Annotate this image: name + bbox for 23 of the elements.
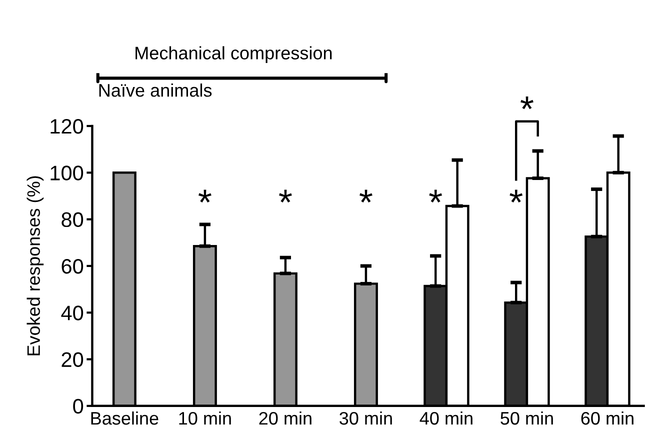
x-tick-label: 40 min <box>420 411 472 425</box>
annotation: * <box>198 190 212 202</box>
annotation: * <box>510 190 523 202</box>
x-tick-label: 30 min <box>340 411 392 425</box>
x-tick-label: 50 min <box>500 411 553 425</box>
y-tick-label: 60 <box>62 258 84 274</box>
y-tick-label: 0 <box>73 398 84 414</box>
annotation: * <box>279 190 292 202</box>
annotation: * <box>429 190 442 202</box>
x-tick-label: 20 min <box>259 411 312 425</box>
x-tick-label: Baseline <box>91 411 158 425</box>
y-axis-title: Evoked responses (%) <box>26 176 44 356</box>
text: * <box>520 96 534 110</box>
chart-title: Mechanical compression <box>136 46 332 64</box>
chart-subtitle: Naïve animals <box>99 84 212 97</box>
annotation: * <box>360 190 372 202</box>
x-tick-label: 10 min <box>179 411 231 425</box>
y-tick-label: 20 <box>62 352 84 368</box>
y-tick-label: 120 <box>50 119 84 134</box>
y-tick-label: 100 <box>50 166 84 180</box>
x-tick-label: 60 min <box>581 411 634 425</box>
y-tick-label: 40 <box>61 306 84 320</box>
y-tick-label: 80 <box>62 212 84 228</box>
